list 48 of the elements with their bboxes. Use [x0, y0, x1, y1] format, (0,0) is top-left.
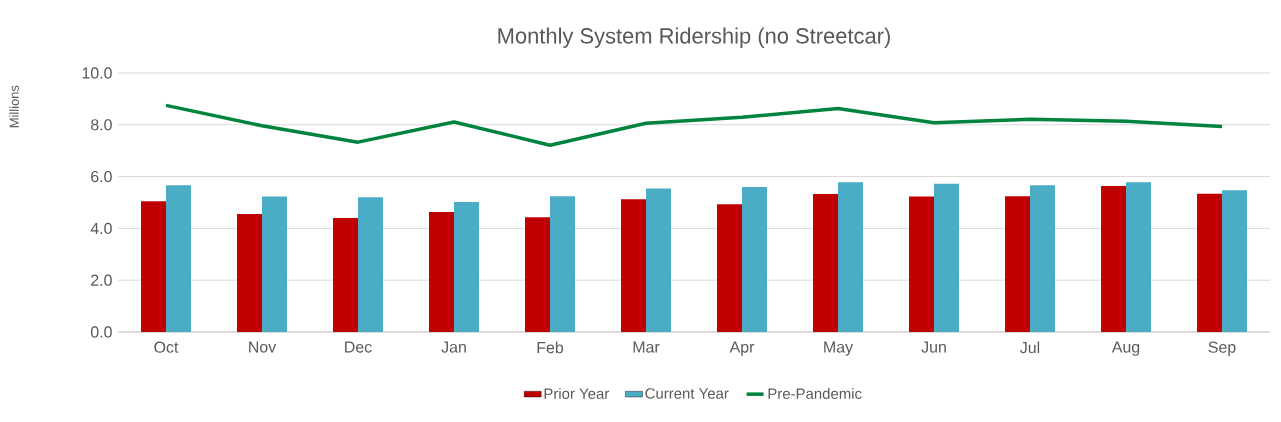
x-tick-label: Jun [921, 341, 946, 353]
x-tick-label: Aug [1111, 341, 1140, 356]
chart-title: Monthly System Ridership (no Streetcar) [498, 27, 890, 48]
legend-label: Prior Year [544, 387, 610, 399]
bar [1222, 190, 1247, 332]
y-tick-label: 0.0 [90, 326, 112, 338]
bar [1005, 196, 1030, 332]
bar [717, 204, 742, 332]
bar [454, 201, 479, 332]
bar [838, 182, 863, 332]
legend-label: Pre-Pandemic [768, 387, 862, 399]
bar [1197, 193, 1222, 332]
bar [237, 213, 262, 332]
x-tick-label: Jul [1020, 341, 1040, 354]
bar [262, 196, 287, 332]
y-tick-label: 2.0 [91, 274, 112, 286]
x-tick-label: Mar [633, 341, 660, 353]
bar [429, 212, 454, 332]
bar [813, 193, 838, 332]
y-tick-label: 10.0 [82, 67, 112, 79]
bar [646, 188, 671, 332]
x-tick-label: Nov [249, 341, 277, 353]
bar [1030, 185, 1055, 332]
bar [1101, 185, 1126, 332]
bar [141, 201, 166, 332]
x-tick-label: Oct [154, 341, 179, 353]
x-tick-label: Apr [729, 341, 755, 356]
bar [621, 199, 646, 332]
line-series [164, 103, 1224, 148]
x-tick-label: May [824, 341, 854, 356]
bar [550, 196, 575, 332]
bar [525, 217, 550, 332]
y-axis-title: Millions [9, 85, 19, 128]
bar [333, 218, 358, 332]
x-tick-label: Feb [537, 341, 564, 354]
bar [1126, 182, 1151, 332]
bar [909, 196, 934, 332]
bar [166, 185, 191, 332]
y-tick-label: 8.0 [91, 119, 112, 131]
bar [742, 186, 767, 332]
x-tick-label: Dec [345, 341, 372, 353]
bar [934, 183, 959, 332]
bar [358, 197, 383, 332]
y-tick-label: 4.0 [90, 222, 112, 235]
x-tick-label: Jan [441, 341, 466, 353]
legend-label: Current Year [645, 388, 729, 399]
x-tick-label: Sep [1208, 341, 1236, 356]
y-tick-label: 6.0 [91, 170, 112, 183]
